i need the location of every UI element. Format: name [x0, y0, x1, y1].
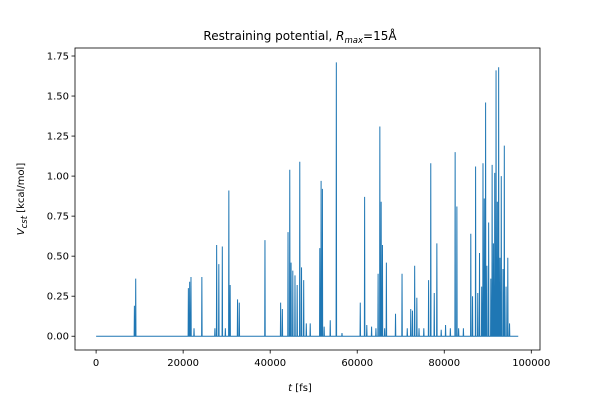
- y-tick-label: 1.50: [47, 92, 69, 103]
- y-tick-label: 0.75: [47, 212, 69, 223]
- y-tick-label: 1.25: [47, 132, 69, 143]
- axes-frame: [74, 47, 541, 351]
- x-axis-label: t [fs]: [288, 383, 312, 394]
- x-tick-label: 60000: [341, 358, 373, 369]
- y-tick-label: 1.75: [47, 52, 69, 63]
- x-tick-label: 80000: [428, 358, 460, 369]
- chart-title: Restraining potential, Rmax=15Å: [203, 28, 397, 46]
- y-axis-label: Vcst [kcal/mol]: [16, 163, 30, 236]
- y-tick-label: 0.00: [47, 332, 69, 343]
- y-axis-subscript: cst: [20, 215, 30, 228]
- x-tick-label: 40000: [254, 358, 286, 369]
- y-tick-label: 0.50: [47, 252, 69, 263]
- y-axis-ticks: 0.00 0.25 0.50 0.75 1.00 1.25 1.50 1.75: [47, 52, 75, 343]
- x-tick-label: 20000: [167, 358, 199, 369]
- x-axis-unit: [fs]: [292, 383, 312, 394]
- y-axis-unit: [kcal/mol]: [16, 163, 27, 216]
- y-axis-symbol: V: [16, 227, 27, 235]
- y-tick-label: 0.25: [47, 292, 69, 303]
- x-axis-symbol: t: [288, 383, 293, 394]
- x-tick-label: 0: [93, 358, 99, 369]
- x-tick-label: 100000: [512, 358, 550, 369]
- title-text: Restraining potential,: [203, 29, 336, 43]
- y-tick-label: 1.00: [47, 172, 69, 183]
- series-line: [96, 62, 519, 337]
- title-subscript: max: [345, 36, 364, 46]
- title-tail: =15Å: [363, 28, 397, 43]
- x-axis-ticks: 0 20000 40000 60000 80000 100000: [93, 350, 550, 369]
- title-symbol: R: [336, 29, 344, 43]
